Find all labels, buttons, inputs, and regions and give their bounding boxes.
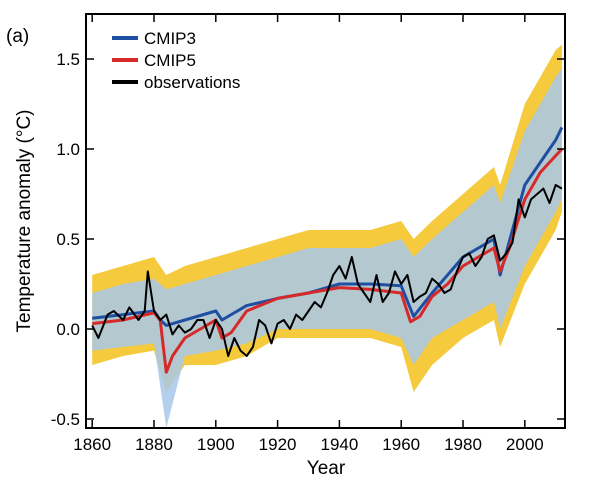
- data-lines: [91, 126, 564, 374]
- legend: CMIP3 CMIP5 observations: [112, 29, 240, 92]
- legend-label-observations: observations: [144, 73, 240, 92]
- y-axis-title: Temperature anomaly (°C): [14, 109, 35, 332]
- legend-label-cmip3: CMIP3: [144, 29, 196, 48]
- y-tick-label-1: 1.0: [56, 140, 80, 159]
- cmip5-line: [92, 147, 564, 374]
- observations-line: [91, 184, 563, 357]
- y-tick-label-0: 0.0: [56, 320, 80, 339]
- x-tick-label-1960: 1960: [382, 435, 420, 454]
- panel-label: (a): [6, 26, 29, 47]
- x-tick-label-2000: 2000: [506, 435, 544, 454]
- y-tick-label-0.5: 0.5: [56, 230, 80, 249]
- legend-label-cmip5: CMIP5: [144, 51, 196, 70]
- y-tick-label--0.5: -0.5: [51, 410, 80, 429]
- y-axis: -0.5 0.0 0.5 1.0 1.5: [51, 50, 565, 429]
- x-axis: 1860 1880 1900 1920 1940 1960 1980 2000: [73, 14, 544, 454]
- y-tick-label-1.5: 1.5: [56, 50, 80, 69]
- x-tick-label-1940: 1940: [320, 435, 358, 454]
- plot-frame: [85, 13, 566, 429]
- x-tick-label-1920: 1920: [259, 435, 297, 454]
- x-tick-label-1900: 1900: [197, 435, 235, 454]
- x-tick-label-1980: 1980: [444, 435, 482, 454]
- x-axis-title: Year: [307, 458, 346, 479]
- x-tick-label-1880: 1880: [135, 435, 173, 454]
- x-tick-label-1860: 1860: [73, 435, 111, 454]
